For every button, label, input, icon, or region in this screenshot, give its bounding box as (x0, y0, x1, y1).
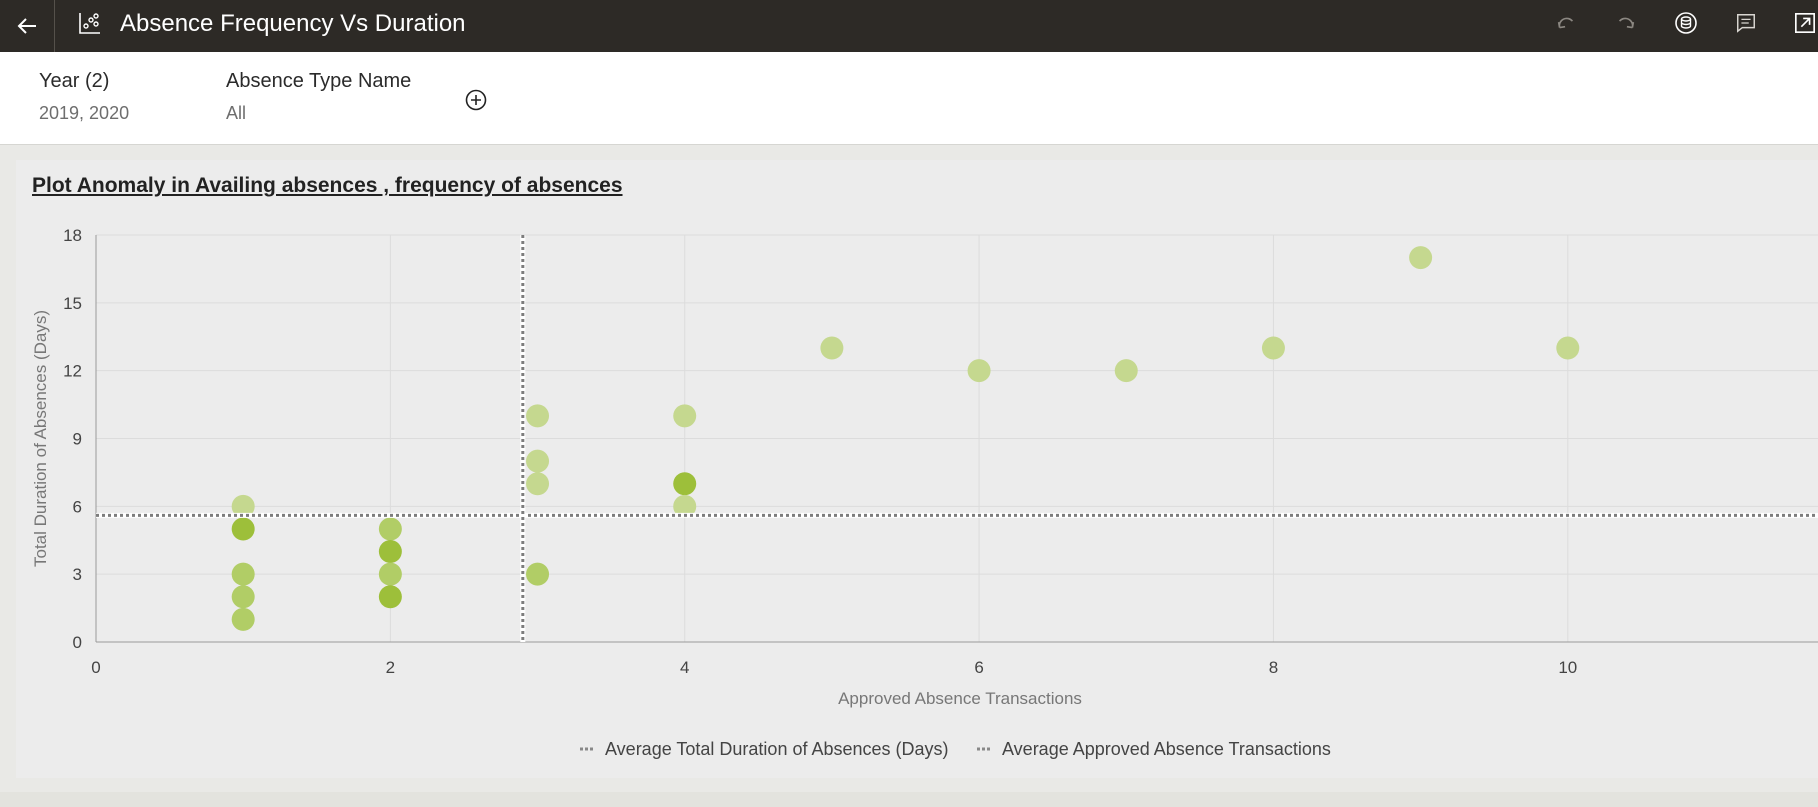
y-tick-label: 18 (63, 226, 82, 245)
add-filter-icon[interactable] (464, 88, 488, 112)
filter-absence-type-value: All (226, 103, 247, 123)
data-point[interactable] (967, 359, 991, 383)
data-point[interactable] (526, 472, 550, 496)
x-tick-label: 6 (974, 658, 983, 677)
data-point[interactable] (1261, 336, 1285, 360)
grid (96, 234, 1818, 642)
data-point[interactable] (378, 540, 402, 564)
chart-title[interactable]: Plot Anomaly in Availing absences , freq… (32, 174, 623, 197)
data-point[interactable] (231, 562, 255, 586)
scatter-chart-icon (79, 13, 100, 34)
data-point[interactable] (673, 404, 697, 428)
legend-label[interactable]: Average Total Duration of Absences (Days… (605, 739, 949, 759)
x-tick-label: 8 (1269, 658, 1278, 677)
undo-button[interactable] (1553, 10, 1579, 36)
x-axis-title: Approved Absence Transactions (838, 689, 1082, 708)
data-point[interactable] (673, 494, 697, 518)
data-point[interactable] (1409, 246, 1433, 270)
filter-absence-type-label: Absence Type Name (226, 70, 412, 92)
data-point[interactable] (820, 336, 844, 360)
filter-bar: Year (2) 2019, 2020 Absence Type Name Al… (0, 52, 1818, 145)
expand-icon (1795, 13, 1815, 33)
y-tick-label: 3 (73, 565, 82, 584)
data-point[interactable] (526, 449, 550, 473)
data-point[interactable] (673, 472, 697, 496)
data-points (231, 246, 1580, 631)
x-tick-label: 4 (680, 658, 689, 677)
x-tick-label: 0 (91, 658, 100, 677)
bottom-strip (0, 792, 1818, 807)
top-bar: Absence Frequency Vs Duration (0, 0, 1818, 52)
chart-canvas (16, 160, 1818, 778)
data-point[interactable] (231, 517, 255, 541)
reference-lines (96, 235, 1818, 642)
data-point[interactable] (378, 585, 402, 609)
data-point[interactable] (1556, 336, 1580, 360)
redo-icon (1618, 17, 1635, 29)
page-title: Absence Frequency Vs Duration (120, 10, 466, 37)
y-tick-label: 0 (73, 633, 82, 652)
axis-labels: 0 3 6 9 12 15 18 0 2 4 6 8 10 Approved Absence Transa… (31, 226, 1577, 708)
filter-year-label: Year (2) (39, 70, 110, 92)
filter-year-value: 2019, 2020 (39, 103, 130, 123)
data-point[interactable] (231, 494, 255, 518)
data-point[interactable] (378, 562, 402, 586)
comment-icon (1737, 14, 1755, 33)
back-arrow-icon (17, 18, 36, 34)
data-point[interactable] (1114, 359, 1138, 383)
data-point[interactable] (526, 562, 550, 586)
undo-icon (1557, 17, 1574, 29)
data-point[interactable] (231, 607, 255, 631)
y-tick-label: 6 (73, 497, 82, 516)
x-tick-label: 10 (1558, 658, 1577, 677)
back-button[interactable] (0, 0, 55, 52)
y-axis-title: Total Duration of Absences (Days) (31, 310, 50, 567)
data-icon (1675, 12, 1697, 34)
data-point[interactable] (526, 404, 550, 428)
comment-button[interactable] (1733, 10, 1759, 36)
expand-button[interactable] (1792, 10, 1818, 36)
y-tick-label: 12 (63, 362, 82, 381)
x-tick-label: 2 (386, 658, 395, 677)
y-tick-label: 9 (73, 430, 82, 449)
data-button[interactable] (1673, 10, 1699, 36)
legend: Average Total Duration of Absences (Days… (580, 739, 1331, 759)
redo-button[interactable] (1613, 10, 1639, 36)
axes (95, 235, 1818, 643)
filter-absence-type[interactable]: Absence Type Name All (226, 70, 411, 124)
filter-year[interactable]: Year (2) 2019, 2020 (39, 70, 129, 124)
y-tick-label: 15 (63, 294, 82, 313)
data-point[interactable] (231, 585, 255, 609)
data-point[interactable] (378, 517, 402, 541)
legend-label[interactable]: Average Approved Absence Transactions (1002, 739, 1331, 759)
